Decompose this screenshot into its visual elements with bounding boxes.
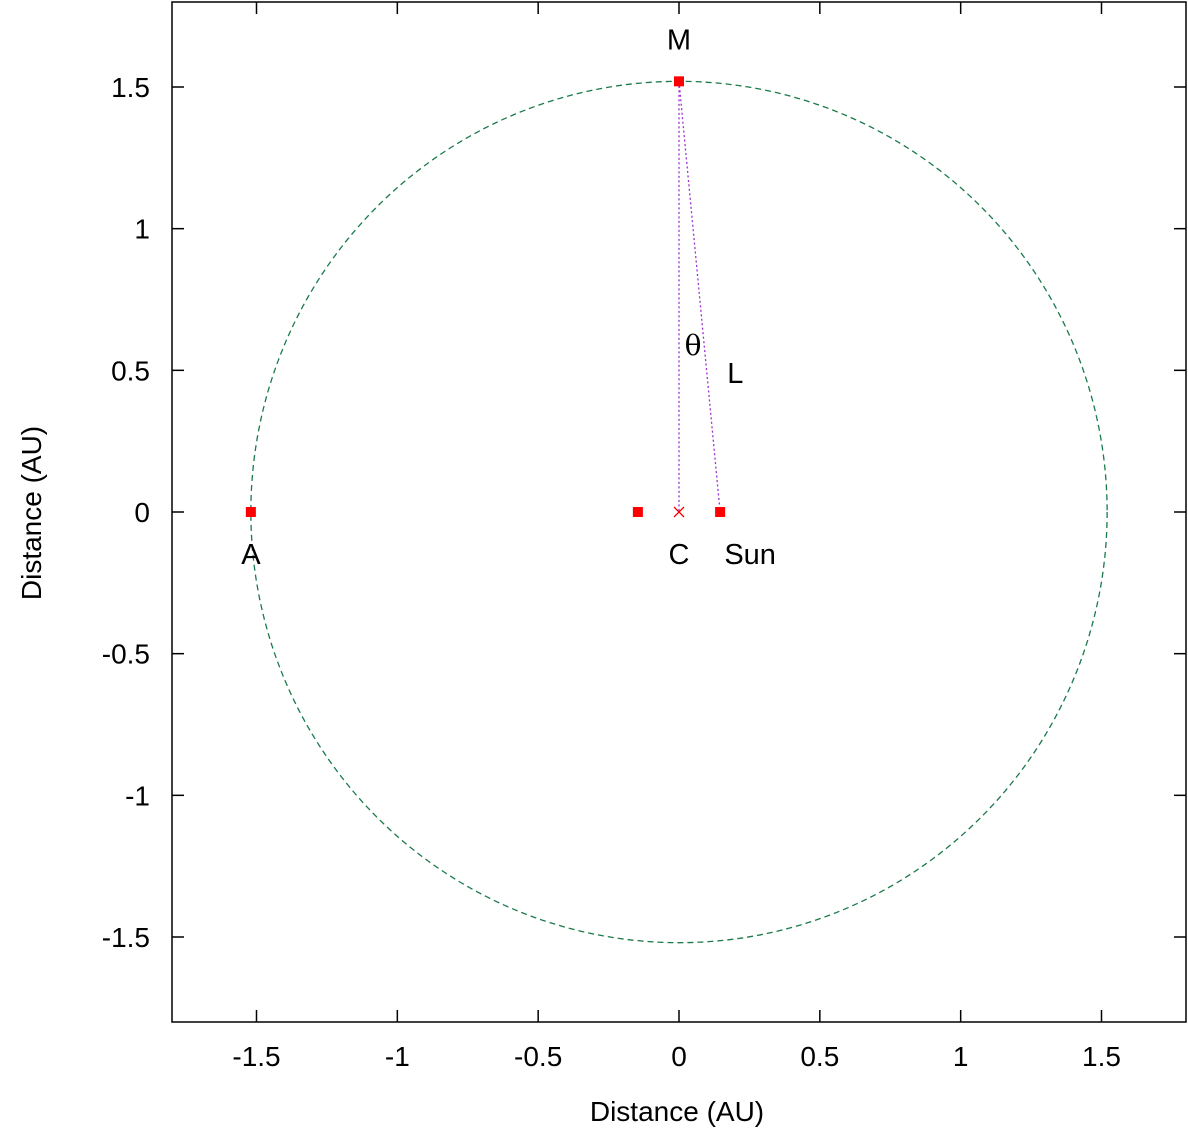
x-tick-label: 1 — [953, 1041, 969, 1072]
y-tick-label: -1 — [125, 780, 150, 811]
x-tick-label: 0.5 — [800, 1041, 839, 1072]
y-axis-title: Distance (AU) — [16, 426, 47, 600]
x-tick-label: -1.5 — [232, 1041, 280, 1072]
point-label: M — [667, 24, 691, 56]
y-tick-label: -1.5 — [102, 922, 150, 953]
theta-label: θ — [685, 329, 702, 362]
length-label: L — [727, 358, 743, 390]
y-tick-label: 0 — [134, 497, 150, 528]
data-point — [632, 507, 643, 517]
x-tick-label: 0 — [671, 1041, 687, 1072]
data-point — [245, 507, 256, 517]
y-tick-label: 0.5 — [111, 355, 150, 386]
point-label: A — [241, 539, 261, 571]
y-tick-label: -0.5 — [102, 639, 150, 670]
point-label: Sun — [724, 539, 776, 571]
x-axis-title: Distance (AU) — [590, 1096, 764, 1127]
data-point — [715, 507, 726, 517]
dotted-line — [678, 81, 721, 513]
y-tick-label: 1.5 — [111, 72, 150, 103]
data-point — [674, 76, 684, 87]
x-tick-label: -1 — [385, 1041, 410, 1072]
center-marker — [673, 506, 685, 518]
x-tick-label: 1.5 — [1082, 1041, 1121, 1072]
y-tick-label: 1 — [134, 214, 150, 245]
center-label: C — [669, 539, 690, 571]
x-tick-label: -0.5 — [514, 1041, 562, 1072]
